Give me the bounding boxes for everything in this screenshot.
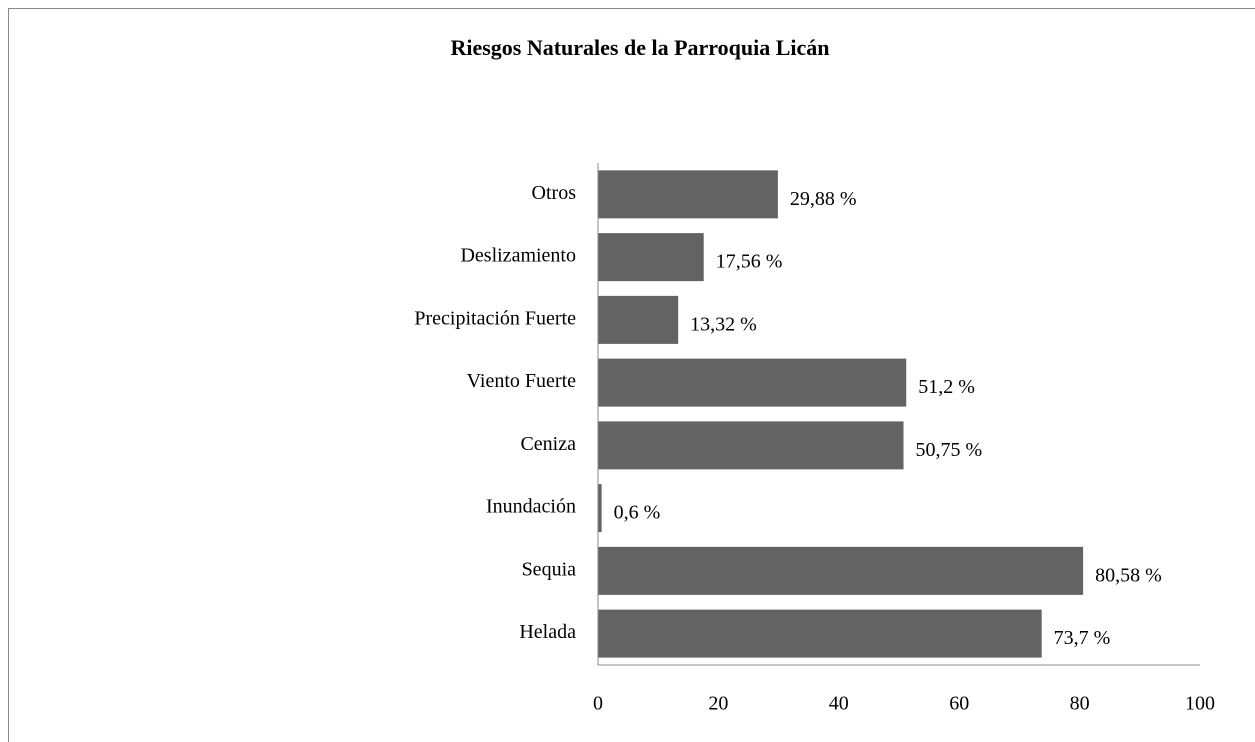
value-label: 51,2 % [918, 376, 975, 398]
y-tick-label: Helada [519, 621, 576, 643]
value-label: 0,6 % [614, 502, 661, 524]
bar [598, 295, 679, 344]
bar [598, 609, 1042, 658]
bar [598, 170, 778, 219]
bar [598, 546, 1084, 595]
y-tick-label: Inundación [486, 496, 576, 518]
value-label: 13,32 % [690, 313, 757, 335]
y-tick-label: Otros [532, 182, 577, 204]
value-label: 29,88 % [790, 188, 857, 210]
frame [8, 8, 1255, 742]
x-tick-label: 20 [708, 693, 728, 715]
value-label: 80,58 % [1095, 564, 1162, 586]
x-tick-label: 100 [1185, 693, 1215, 715]
bar [598, 233, 704, 282]
x-tick-label: 40 [829, 693, 849, 715]
bar [598, 358, 907, 407]
value-label: 17,56 % [716, 251, 783, 273]
bar [598, 421, 904, 470]
y-tick-label: Precipitación Fuerte [414, 307, 576, 329]
y-tick-label: Viento Fuerte [467, 370, 576, 392]
x-tick-label: 60 [949, 693, 969, 715]
value-label: 50,75 % [916, 439, 983, 461]
x-tick-label: 80 [1070, 693, 1090, 715]
bar [598, 484, 602, 533]
y-tick-label: Deslizamiento [460, 245, 576, 267]
y-tick-label: Sequia [522, 558, 577, 580]
x-tick-label: 0 [593, 693, 603, 715]
y-tick-label: Ceniza [520, 433, 576, 455]
value-label: 73,7 % [1054, 627, 1111, 649]
chart-title: Riesgos Naturales de la Parroquia Licán [450, 35, 829, 60]
